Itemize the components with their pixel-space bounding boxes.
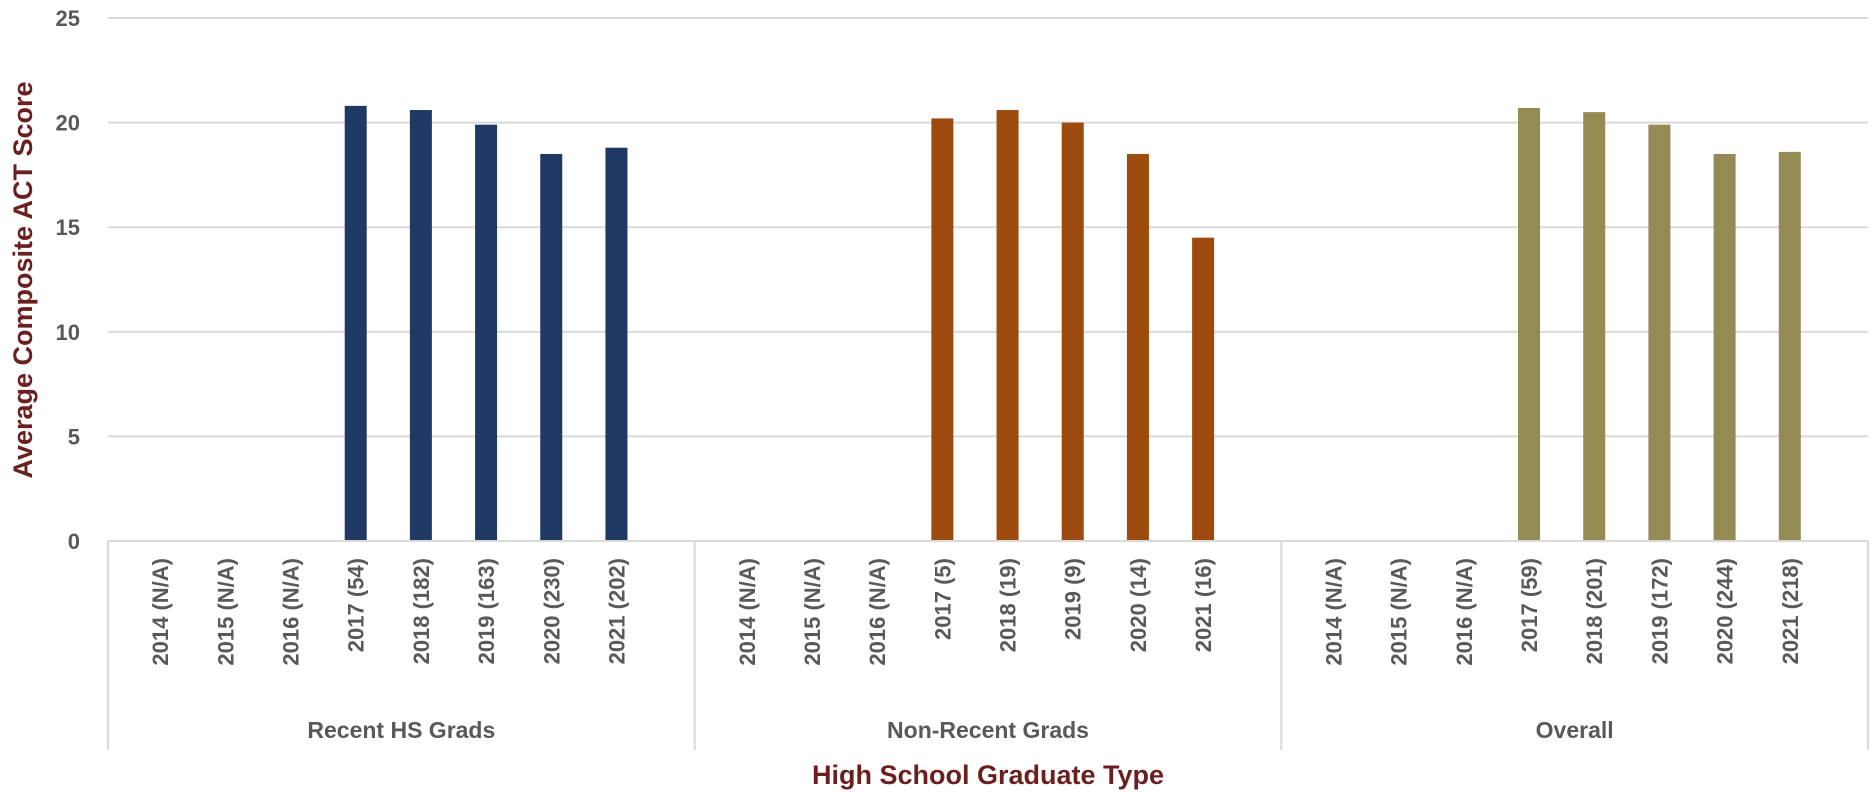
bar [605,147,628,542]
x-tick-label: 2020 (244) [1713,558,1738,664]
x-tick-label: 2016 (N/A) [279,558,304,666]
x-axis-title: High School Graduate Type [812,760,1164,790]
bar [996,110,1019,541]
x-tick-label: 2015 (N/A) [800,558,825,666]
y-axis-title: Average Composite ACT Score [8,81,38,478]
bar [1126,153,1149,542]
gridlines [108,17,1868,438]
bar [1192,237,1215,541]
group-label: Recent HS Grads [307,717,495,743]
x-tick-label: 2014 (N/A) [1321,558,1346,666]
bar [475,124,498,541]
bar [1778,151,1801,541]
x-tick-label: 2017 (54) [344,558,369,652]
x-tick-label: 2020 (230) [539,558,564,664]
y-tick-label: 5 [68,424,80,449]
y-tick-label: 0 [68,529,80,554]
x-tick-label: 2017 (5) [930,558,955,640]
y-axis-ticks: 0 5 10 15 20 25 [56,6,80,554]
x-tick-label: 2019 (163) [474,558,499,664]
x-tick-label: 2020 (14) [1126,558,1151,652]
x-tick-label: 2018 (182) [409,558,434,664]
group-label: Non-Recent Grads [887,717,1089,743]
x-tick-label: 2014 (N/A) [735,558,760,666]
x-tick-label: 2021 (16) [1191,558,1216,652]
bars [344,105,1801,542]
bar [409,110,432,541]
bar [1713,153,1736,542]
bar [344,105,367,541]
bar [1583,112,1606,541]
x-tick-label: 2019 (172) [1647,558,1672,664]
y-tick-label: 10 [56,320,80,345]
x-tick-label: 2018 (201) [1582,558,1607,664]
y-tick-label: 25 [56,6,80,31]
x-tick-label: 2016 (N/A) [865,558,890,666]
x-tick-label: 2017 (59) [1517,558,1542,652]
x-tick-label: 2021 (218) [1778,558,1803,664]
x-tick-label: 2021 (202) [604,558,629,664]
bar [1648,124,1671,541]
bar [1061,122,1084,541]
bar [931,118,954,541]
bar [540,153,563,542]
y-tick-label: 20 [56,111,80,136]
x-tick-label: 2016 (N/A) [1452,558,1477,666]
x-tick-label: 2015 (N/A) [1387,558,1412,666]
x-tick-label: 2014 (N/A) [148,558,173,666]
x-axis: 2014 (N/A) 2015 (N/A) 2016 (N/A) 2017 (54) 2… [107,540,1869,750]
x-tick-label: 2015 (N/A) [213,558,238,666]
y-tick-label: 15 [56,215,80,240]
bar [1518,107,1541,542]
x-tick-label: 2019 (9) [1061,558,1086,640]
x-tick-label: 2018 (19) [996,558,1021,652]
group-label: Overall [1536,717,1614,743]
